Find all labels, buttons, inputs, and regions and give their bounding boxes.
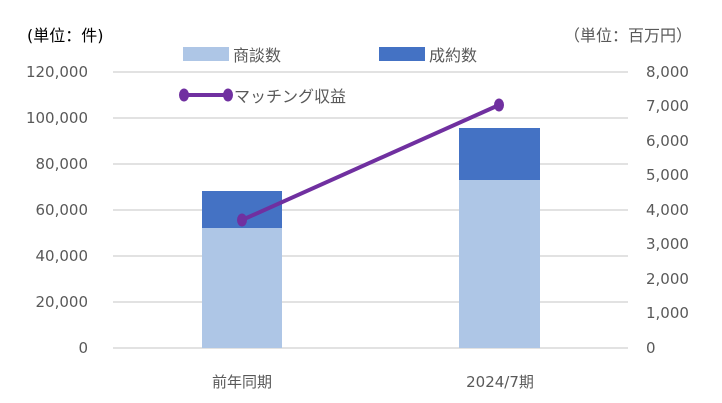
left-tick: 60,000 (35, 201, 89, 219)
revenue-point (237, 213, 247, 227)
left-axis-unit-label: (単位：件) (27, 26, 104, 45)
left-tick: 100,000 (25, 109, 88, 127)
legend-item-revenue: マッチング収益 (178, 83, 346, 107)
right-tick: 3,000 (646, 235, 689, 253)
left-tick: 0 (78, 339, 88, 357)
left-tick: 20,000 (35, 293, 89, 311)
right-tick: 8,000 (646, 63, 689, 81)
revenue-line (241, 103, 500, 222)
right-tick: 2,000 (646, 270, 689, 288)
left-tick: 80,000 (35, 155, 89, 173)
legend-line-marker-icon (179, 88, 233, 102)
left-tick: 120,000 (25, 63, 88, 81)
legend-item-negotiations: 商談数 (183, 42, 281, 66)
right-tick: 0 (646, 339, 656, 357)
left-tick: 40,000 (35, 247, 89, 265)
bar-negotiations-prev (202, 228, 282, 348)
right-tick: 4,000 (646, 201, 689, 219)
bar-contracts-current (459, 128, 540, 180)
legend-label-contracts: 成約数 (429, 46, 478, 65)
x-label-current: 2024/7期 (466, 373, 534, 391)
right-axis-unit-label: （単位：百万円） (563, 26, 692, 45)
x-label-prev-year: 前年同期 (211, 373, 272, 391)
revenue-point (494, 98, 504, 112)
legend-label-negotiations: 商談数 (233, 46, 282, 65)
bar-negotiations-current (459, 180, 540, 348)
legend-label-revenue: マッチング収益 (234, 87, 347, 106)
right-tick: 7,000 (646, 97, 689, 115)
right-tick: 1,000 (646, 304, 689, 322)
legend-item-contracts: 成約数 (379, 42, 477, 66)
legend-swatch-negotiations (183, 47, 229, 61)
right-tick: 6,000 (646, 132, 689, 150)
legend-swatch-contracts (379, 47, 425, 61)
gridlines (113, 71, 628, 349)
right-tick: 5,000 (646, 166, 689, 184)
